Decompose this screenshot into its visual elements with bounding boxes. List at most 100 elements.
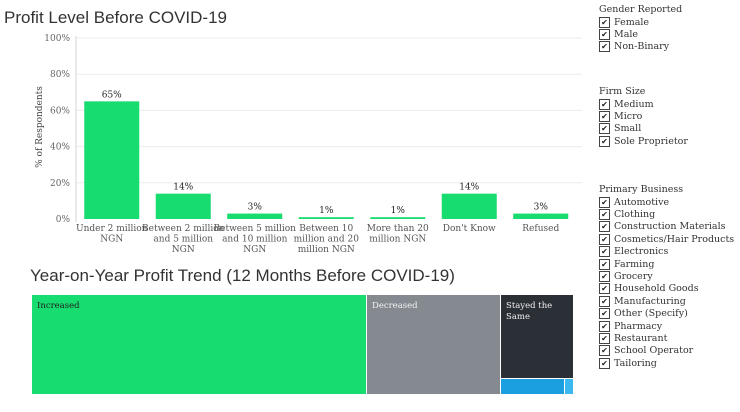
filter-option-label: Other (Specify) bbox=[614, 308, 688, 320]
filter-option-label: Micro bbox=[614, 111, 643, 123]
bar[interactable] bbox=[298, 217, 354, 219]
filter-option-label: Medium bbox=[614, 98, 654, 110]
filter-option-label: School Operator bbox=[614, 345, 694, 357]
checkbox-checked-icon[interactable]: ✔ bbox=[599, 29, 610, 41]
x-tick-label-line: Under 2 million bbox=[76, 224, 148, 234]
bar[interactable] bbox=[513, 213, 569, 219]
data-label: 3% bbox=[534, 203, 549, 213]
checkbox-checked-icon[interactable]: ✔ bbox=[599, 295, 610, 307]
bar[interactable] bbox=[227, 213, 283, 219]
filter-option[interactable]: ✔ Medium bbox=[599, 98, 688, 110]
checkbox-checked-icon[interactable]: ✔ bbox=[599, 41, 610, 53]
treemap-cell-increased[interactable]: Increased bbox=[32, 295, 366, 394]
x-tick-label-line: Between 10 bbox=[299, 224, 353, 234]
x-tick-label: Between 10 million and 20 million NGN bbox=[294, 224, 360, 255]
filter-option-label: Non-Binary bbox=[614, 41, 670, 53]
filter-list: ✔ Medium ✔ Micro ✔ Small ✔ Sole Proprietor bbox=[599, 98, 688, 148]
y-tick-label: 100% bbox=[44, 34, 70, 44]
checkbox-checked-icon[interactable]: ✔ bbox=[599, 135, 610, 147]
filter-title: Primary Business bbox=[599, 184, 684, 195]
filter-option[interactable]: ✔ Grocery bbox=[599, 270, 734, 283]
checkbox-checked-icon[interactable]: ✔ bbox=[599, 258, 610, 270]
filter-option-label: Sole Proprietor bbox=[614, 135, 688, 147]
x-tick-label: Under 2 million NGN bbox=[76, 224, 148, 245]
checkbox-checked-icon[interactable]: ✔ bbox=[599, 209, 610, 221]
x-tick-label-line: Refused bbox=[522, 224, 559, 234]
bar[interactable] bbox=[370, 217, 426, 219]
filter-option[interactable]: ✔ School Operator bbox=[599, 345, 734, 357]
bar[interactable] bbox=[441, 193, 497, 219]
data-label: 14% bbox=[173, 183, 193, 193]
filter-option[interactable]: ✔ Sole Proprietor bbox=[599, 135, 688, 147]
filter-option[interactable]: ✔ Automotive bbox=[599, 196, 734, 208]
filter-option[interactable]: ✔ Small bbox=[599, 123, 688, 135]
filter-option[interactable]: ✔ Household Goods bbox=[599, 283, 734, 295]
checkbox-checked-icon[interactable]: ✔ bbox=[599, 271, 610, 283]
filter-option[interactable]: ✔ Manufacturing bbox=[599, 295, 734, 307]
checkbox-checked-icon[interactable]: ✔ bbox=[599, 246, 610, 258]
checkbox-checked-icon[interactable]: ✔ bbox=[599, 111, 610, 123]
data-label: 65% bbox=[102, 90, 122, 100]
data-label: 14% bbox=[459, 183, 479, 193]
filter-option[interactable]: ✔ Clothing bbox=[599, 208, 734, 221]
y-tick-label: 40% bbox=[50, 143, 70, 153]
checkbox-checked-icon[interactable]: ✔ bbox=[599, 357, 610, 369]
filter-option[interactable]: ✔ Construction Materials bbox=[599, 221, 734, 233]
bar[interactable] bbox=[155, 193, 211, 219]
x-tick-label-line: Between 2 million bbox=[142, 224, 225, 234]
filter-option-label: Small bbox=[614, 123, 642, 135]
treemap-cell-label: Decreased bbox=[372, 301, 418, 311]
treemap-title: Year-on-Year Profit Trend (12 Months Bef… bbox=[30, 266, 455, 285]
filter-option[interactable]: ✔ Male bbox=[599, 28, 682, 41]
filter-list: ✔ Automotive ✔ Clothing ✔ Construction Materi… bbox=[599, 196, 734, 369]
checkbox-checked-icon[interactable]: ✔ bbox=[599, 233, 610, 245]
checkbox-checked-icon[interactable]: ✔ bbox=[599, 320, 610, 332]
filter-option-label: Grocery bbox=[614, 271, 653, 283]
filter-option-label: Electronics bbox=[614, 246, 669, 258]
filter-title: Gender Reported bbox=[599, 4, 683, 15]
checkbox-checked-icon[interactable]: ✔ bbox=[599, 308, 610, 320]
filter-primary-business: Primary Business ✔ Automotive ✔ Clothing ✔ Co… bbox=[599, 184, 734, 369]
filter-option[interactable]: ✔ Tailoring bbox=[599, 357, 734, 369]
treemap-cell-stayed-the-same[interactable]: Stayed the Same bbox=[500, 295, 573, 378]
treemap-cell-label: Increased bbox=[37, 301, 80, 311]
treemap-cell-decreased[interactable]: Decreased bbox=[366, 295, 500, 394]
filter-option[interactable]: ✔ Electronics bbox=[599, 246, 734, 258]
filter-option[interactable]: ✔ Micro bbox=[599, 110, 688, 123]
treemap-cell-other[interactable] bbox=[500, 378, 564, 394]
filter-option[interactable]: ✔ Female bbox=[599, 16, 682, 28]
bars: 65% 14% 3% 1% 1% 14% 3% bbox=[84, 90, 569, 219]
x-tick-label-line: NGN bbox=[100, 235, 123, 245]
checkbox-checked-icon[interactable]: ✔ bbox=[599, 98, 610, 110]
treemap-cell-label: Stayed the Same bbox=[506, 301, 553, 322]
bar[interactable] bbox=[84, 101, 140, 219]
filter-option-label: Automotive bbox=[614, 196, 670, 208]
x-tick-label-line: and 10 million bbox=[222, 235, 288, 245]
checkbox-checked-icon[interactable]: ✔ bbox=[599, 196, 610, 208]
data-label: 1% bbox=[319, 206, 334, 216]
y-tick-label: 80% bbox=[50, 70, 70, 80]
checkbox-checked-icon[interactable]: ✔ bbox=[599, 123, 610, 135]
checkbox-checked-icon[interactable]: ✔ bbox=[599, 332, 610, 344]
y-axis-label: % of Respondents bbox=[35, 86, 45, 168]
filter-option-label: Cosmetics/Hair Products bbox=[614, 233, 735, 245]
checkbox-checked-icon[interactable]: ✔ bbox=[599, 16, 610, 28]
filter-option-label: Construction Materials bbox=[614, 221, 726, 233]
filter-option[interactable]: ✔ Other (Specify) bbox=[599, 308, 734, 320]
filter-option[interactable]: ✔ Non-Binary bbox=[599, 41, 682, 53]
filter-option-label: Female bbox=[614, 16, 650, 28]
checkbox-checked-icon[interactable]: ✔ bbox=[599, 221, 610, 233]
y-axis: 0% 20% 40% 60% 80% 100% bbox=[44, 34, 70, 225]
filter-option[interactable]: ✔ Cosmetics/Hair Products bbox=[599, 233, 734, 245]
filter-list: ✔ Female ✔ Male ✔ Non-Binary bbox=[599, 16, 682, 53]
filter-option[interactable]: ✔ Pharmacy bbox=[599, 320, 734, 332]
treemap-cell-small[interactable] bbox=[564, 378, 573, 394]
filter-option[interactable]: ✔ Farming bbox=[599, 258, 734, 270]
checkbox-checked-icon[interactable]: ✔ bbox=[599, 345, 610, 357]
x-tick-label-line: and 5 million bbox=[153, 235, 213, 245]
filter-option[interactable]: ✔ Restaurant bbox=[599, 332, 734, 344]
filter-option-label: Clothing bbox=[614, 209, 656, 221]
checkbox-checked-icon[interactable]: ✔ bbox=[599, 283, 610, 295]
y-tick-label: 0% bbox=[56, 215, 71, 225]
